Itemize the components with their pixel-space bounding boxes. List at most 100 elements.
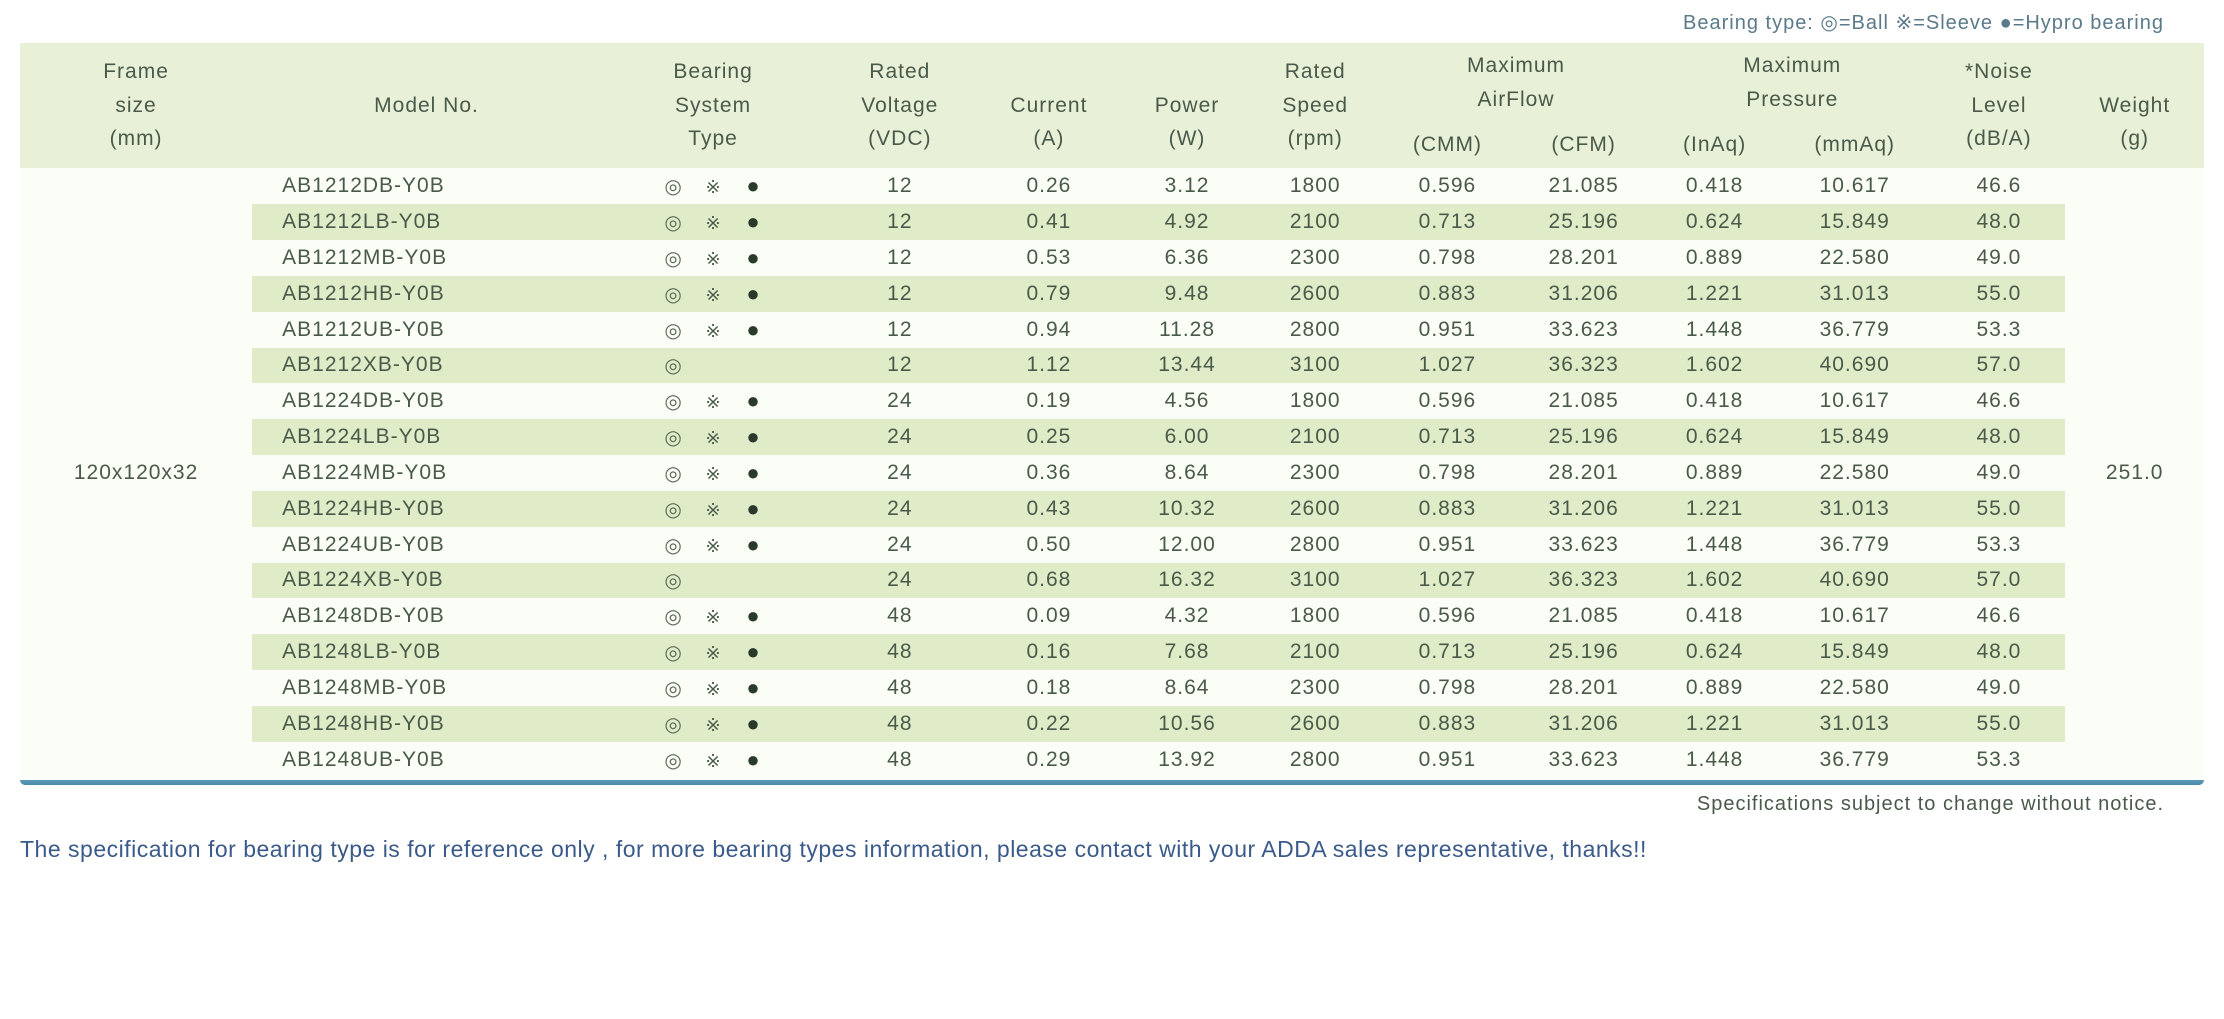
model-cell: AB1248HB-Y0B bbox=[252, 706, 601, 742]
voltage-cell: 24 bbox=[825, 455, 974, 491]
cfm-cell: 25.196 bbox=[1515, 634, 1652, 670]
mmaq-cell: 22.580 bbox=[1777, 670, 1932, 706]
table-header: Frame size (mm) Model No. Bearing System… bbox=[20, 43, 2204, 168]
speed-cell: 1800 bbox=[1251, 598, 1380, 634]
bearing-cell: ◎※● bbox=[601, 491, 825, 527]
ball-icon: ◎ bbox=[653, 568, 693, 593]
inaq-cell: 0.418 bbox=[1652, 598, 1777, 634]
sleeve-icon: ※ bbox=[693, 213, 733, 234]
cfm-cell: 33.623 bbox=[1515, 742, 1652, 778]
hypro-icon: ● bbox=[733, 209, 773, 235]
bearing-cell: ◎ bbox=[601, 563, 825, 598]
cfm-cell: 28.201 bbox=[1515, 670, 1652, 706]
hypro-icon: ● bbox=[733, 317, 773, 343]
ball-icon: ◎ bbox=[653, 425, 693, 450]
ball-icon: ◎ bbox=[653, 712, 693, 737]
speed-cell: 2800 bbox=[1251, 742, 1380, 778]
bearing-cell: ◎※● bbox=[601, 706, 825, 742]
model-cell: AB1248MB-Y0B bbox=[252, 670, 601, 706]
header-cmm: (CMM) bbox=[1380, 122, 1515, 168]
cfm-cell: 21.085 bbox=[1515, 383, 1652, 419]
sleeve-icon: ※ bbox=[693, 500, 733, 521]
sleeve-icon: ※ bbox=[693, 536, 733, 557]
cmm-cell: 1.027 bbox=[1380, 563, 1515, 598]
ball-icon: ◎ bbox=[653, 246, 693, 271]
hypro-icon: ● bbox=[733, 245, 773, 271]
header-power: Power (W) bbox=[1123, 43, 1250, 168]
noise-cell: 53.3 bbox=[1932, 527, 2065, 563]
inaq-cell: 1.602 bbox=[1652, 348, 1777, 383]
hypro-icon: ● bbox=[733, 675, 773, 701]
speed-cell: 2300 bbox=[1251, 455, 1380, 491]
table-row: AB1248LB-Y0B◎※●480.167.6821000.71325.196… bbox=[20, 634, 2204, 670]
model-cell: AB1224MB-Y0B bbox=[252, 455, 601, 491]
cmm-cell: 0.951 bbox=[1380, 742, 1515, 778]
bearing-cell: ◎ bbox=[601, 348, 825, 383]
current-cell: 0.41 bbox=[974, 204, 1123, 240]
ball-icon: ◎ bbox=[653, 210, 693, 235]
cfm-cell: 36.323 bbox=[1515, 348, 1652, 383]
table-row: AB1224DB-Y0B◎※●240.194.5618000.59621.085… bbox=[20, 383, 2204, 419]
table-row: AB1212XB-Y0B◎121.1213.4431001.02736.3231… bbox=[20, 348, 2204, 383]
bearing-cell: ◎※● bbox=[601, 598, 825, 634]
mmaq-cell: 15.849 bbox=[1777, 634, 1932, 670]
hypro-icon: ● bbox=[733, 281, 773, 307]
inaq-cell: 0.889 bbox=[1652, 670, 1777, 706]
bearing-cell: ◎※● bbox=[601, 383, 825, 419]
table-row: AB1212UB-Y0B◎※●120.9411.2828000.95133.62… bbox=[20, 312, 2204, 348]
current-cell: 0.50 bbox=[974, 527, 1123, 563]
current-cell: 0.36 bbox=[974, 455, 1123, 491]
sleeve-icon: ※ bbox=[693, 321, 733, 342]
hypro-icon: ● bbox=[733, 603, 773, 629]
speed-cell: 2600 bbox=[1251, 706, 1380, 742]
cmm-cell: 0.596 bbox=[1380, 383, 1515, 419]
inaq-cell: 0.418 bbox=[1652, 168, 1777, 204]
spec-table-wrap: ✦ventel Frame size (mm) Model No. Bearin… bbox=[20, 43, 2204, 785]
bearing-cell: ◎※● bbox=[601, 419, 825, 455]
current-cell: 1.12 bbox=[974, 348, 1123, 383]
voltage-cell: 24 bbox=[825, 563, 974, 598]
speed-cell: 1800 bbox=[1251, 383, 1380, 419]
cfm-cell: 31.206 bbox=[1515, 706, 1652, 742]
header-current: Current (A) bbox=[974, 43, 1123, 168]
cmm-cell: 0.713 bbox=[1380, 419, 1515, 455]
hypro-icon: ● bbox=[733, 388, 773, 414]
ball-icon: ◎ bbox=[653, 461, 693, 486]
cmm-cell: 0.883 bbox=[1380, 491, 1515, 527]
voltage-cell: 24 bbox=[825, 383, 974, 419]
bearing-cell: ◎※● bbox=[601, 168, 825, 204]
model-cell: AB1212UB-Y0B bbox=[252, 312, 601, 348]
current-cell: 0.26 bbox=[974, 168, 1123, 204]
mmaq-cell: 15.849 bbox=[1777, 204, 1932, 240]
ball-icon: ◎ bbox=[653, 748, 693, 773]
bearing-cell: ◎※● bbox=[601, 670, 825, 706]
noise-cell: 48.0 bbox=[1932, 204, 2065, 240]
speed-cell: 1800 bbox=[1251, 168, 1380, 204]
ball-icon: ◎ bbox=[653, 174, 693, 199]
noise-cell: 49.0 bbox=[1932, 670, 2065, 706]
inaq-cell: 0.889 bbox=[1652, 455, 1777, 491]
model-cell: AB1224XB-Y0B bbox=[252, 563, 601, 598]
sleeve-icon: ※ bbox=[693, 751, 733, 772]
inaq-cell: 1.221 bbox=[1652, 491, 1777, 527]
sleeve-icon: ※ bbox=[693, 392, 733, 413]
mmaq-cell: 31.013 bbox=[1777, 706, 1932, 742]
ball-icon: ◎ bbox=[653, 676, 693, 701]
current-cell: 0.79 bbox=[974, 276, 1123, 312]
speed-cell: 2800 bbox=[1251, 312, 1380, 348]
table-row: AB1224XB-Y0B◎240.6816.3231001.02736.3231… bbox=[20, 563, 2204, 598]
voltage-cell: 12 bbox=[825, 240, 974, 276]
bearing-legend: Bearing type: ◎=Ball ※=Sleeve ●=Hypro be… bbox=[20, 10, 2204, 35]
sleeve-icon: ※ bbox=[693, 428, 733, 449]
mmaq-cell: 15.849 bbox=[1777, 419, 1932, 455]
voltage-cell: 12 bbox=[825, 312, 974, 348]
mmaq-cell: 31.013 bbox=[1777, 491, 1932, 527]
current-cell: 0.68 bbox=[974, 563, 1123, 598]
hypro-icon: ● bbox=[733, 496, 773, 522]
model-cell: AB1248UB-Y0B bbox=[252, 742, 601, 778]
mmaq-cell: 36.779 bbox=[1777, 527, 1932, 563]
inaq-cell: 1.602 bbox=[1652, 563, 1777, 598]
inaq-cell: 1.448 bbox=[1652, 312, 1777, 348]
current-cell: 0.29 bbox=[974, 742, 1123, 778]
speed-cell: 2300 bbox=[1251, 240, 1380, 276]
